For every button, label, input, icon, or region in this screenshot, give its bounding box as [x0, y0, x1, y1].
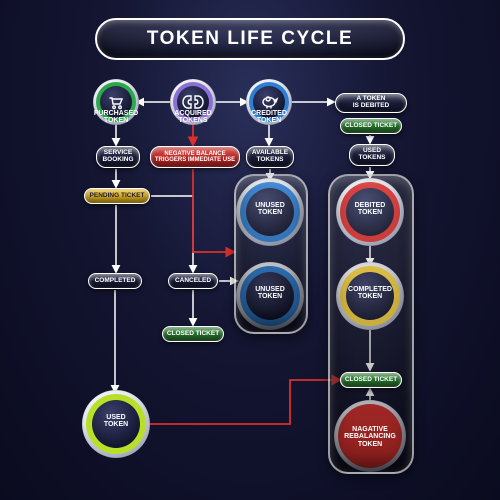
pill-closed_ticket_1: CLOSED TICKET [340, 118, 402, 134]
pill-closed_ticket_2: CLOSED TICKET [162, 326, 224, 342]
node-label-completed: COMPLETEDTOKEN [338, 286, 402, 301]
node-label-rebal: NAGATIVEREBALANCINGTOKEN [338, 426, 402, 448]
label-purchased: PURCHASEDTOKEN [81, 110, 151, 124]
pill-canceled: CANCELED [168, 273, 218, 289]
pill-completed: COMPLETED [88, 273, 142, 289]
pill-pending_ticket: PENDING TICKET [84, 188, 150, 204]
pill-neg_balance: NEGATIVE BALANCETRIGGERS IMMEDIATE USE [150, 146, 240, 168]
node-label-unused1: UNUSEDTOKEN [238, 202, 302, 217]
node-label-debited: DEBITEDTOKEN [338, 202, 402, 217]
label-credited: CREDITEDTOKEN [234, 110, 304, 124]
label-acquired: ACQUIREDTOKENS [158, 110, 228, 124]
pill-used_tokens: USEDTOKENS [349, 144, 395, 166]
pill-avail_tokens: AVAILABLETOKENS [246, 146, 294, 168]
pill-token_debited: A TOKENIS DEBITED [335, 93, 407, 113]
node-label-unused2: UNUSEDTOKEN [238, 286, 302, 301]
pill-service_booking: SERVICEBOOKING [96, 146, 140, 168]
node-label-used: USEDTOKEN [84, 414, 148, 429]
panel-0 [234, 174, 308, 334]
pill-closed_ticket_3: CLOSED TICKET [340, 372, 402, 388]
